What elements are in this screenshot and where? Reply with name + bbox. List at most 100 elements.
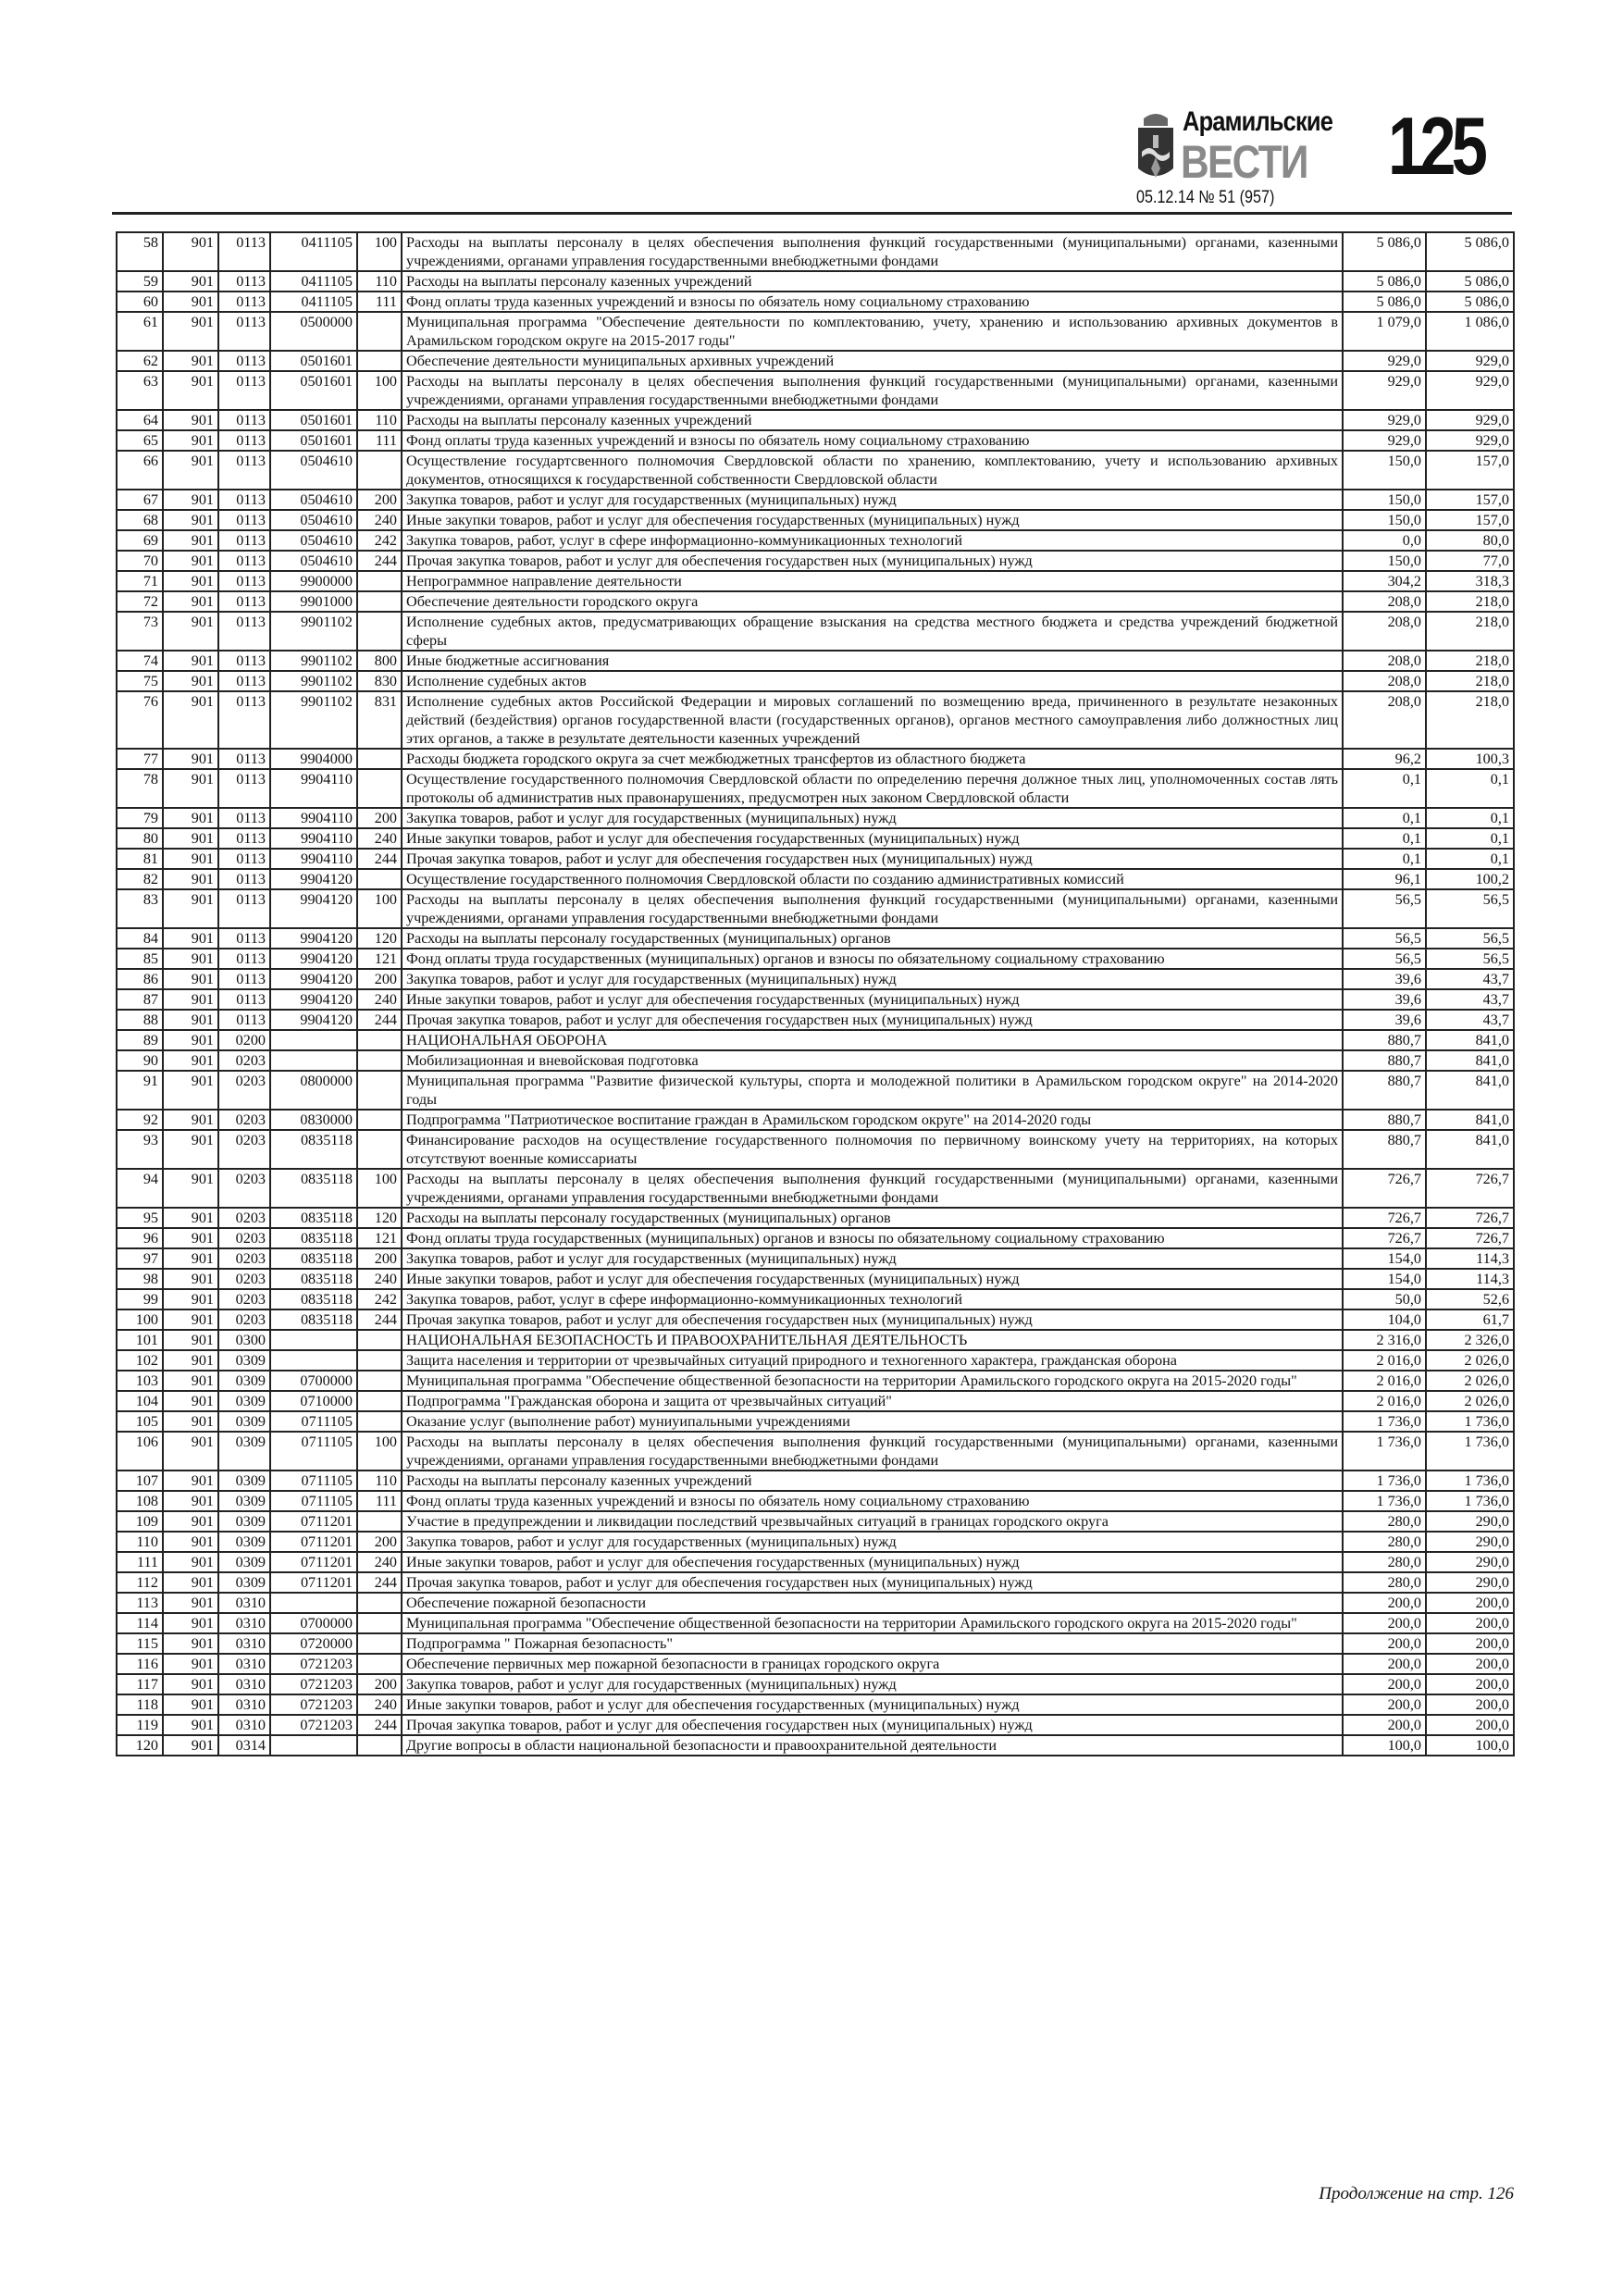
department-code: 901 <box>162 231 219 272</box>
description: Закупка товаров, работ, услуг в сфере ин… <box>401 1288 1344 1310</box>
amount-year-2: 218,0 <box>1425 670 1515 692</box>
expense-type-code: 242 <box>356 1288 403 1310</box>
amount-year-1: 1 736,0 <box>1342 1410 1427 1433</box>
description: Муниципальная программа "Развитие физиче… <box>401 1070 1344 1111</box>
table-row: 113 901 0310 Обеспечение пожарной безопасно… <box>116 1592 1515 1614</box>
row-number: 107 <box>116 1470 164 1492</box>
expense-type-code: 121 <box>356 1227 403 1249</box>
expense-type-code: 831 <box>356 690 403 750</box>
section-code: 0113 <box>217 450 271 490</box>
department-code: 901 <box>162 927 219 949</box>
amount-year-1: 726,7 <box>1342 1207 1427 1229</box>
amount-year-2: 5 086,0 <box>1425 270 1515 292</box>
amount-year-2: 841,0 <box>1425 1029 1515 1051</box>
section-code: 0113 <box>217 570 271 592</box>
department-code: 901 <box>162 1734 219 1756</box>
table-row: 120 901 0314 Другие вопросы в области нацио… <box>116 1734 1515 1756</box>
amount-year-1: 150,0 <box>1342 509 1427 531</box>
description: Иные закупки товаров, работ и услуг для … <box>401 988 1344 1011</box>
continuation-note: Продолжение на стр. 126 <box>1319 2184 1514 2203</box>
department-code: 901 <box>162 1009 219 1031</box>
section-code: 0309 <box>217 1410 271 1433</box>
target-article-code: 9901102 <box>269 670 358 692</box>
amount-year-2: 200,0 <box>1425 1714 1515 1736</box>
department-code: 901 <box>162 1490 219 1512</box>
amount-year-1: 56,5 <box>1342 927 1427 949</box>
department-code: 901 <box>162 1510 219 1533</box>
amount-year-1: 208,0 <box>1342 611 1427 652</box>
expense-type-code <box>356 450 403 490</box>
table-row: 70 901 0113 0504610 244 Прочая закупка товаро… <box>116 550 1515 572</box>
amount-year-2: 200,0 <box>1425 1632 1515 1655</box>
amount-year-2: 0,1 <box>1425 827 1515 850</box>
section-code: 0309 <box>217 1470 271 1492</box>
table-row: 82 901 0113 9904120 Осуществление государств… <box>116 868 1515 890</box>
description: Иные закупки товаров, работ и услуг для … <box>401 1694 1344 1716</box>
section-code: 0310 <box>217 1653 271 1675</box>
amount-year-2: 1 736,0 <box>1425 1490 1515 1512</box>
amount-year-1: 100,0 <box>1342 1734 1427 1756</box>
department-code: 901 <box>162 1029 219 1051</box>
amount-year-2: 114,3 <box>1425 1268 1515 1290</box>
table-row: 90 901 0203 Мобилизационная и вневойсковая … <box>116 1049 1515 1072</box>
target-article-code <box>269 1592 358 1614</box>
row-number: 91 <box>116 1070 164 1111</box>
section-code: 0203 <box>217 1049 271 1072</box>
description: Прочая закупка товаров, работ и услуг дл… <box>401 1571 1344 1594</box>
department-code: 901 <box>162 1571 219 1594</box>
target-article-code: 9904110 <box>269 848 358 870</box>
department-code: 901 <box>162 1551 219 1573</box>
expense-type-code: 110 <box>356 409 403 431</box>
target-article-code: 0501601 <box>269 350 358 372</box>
table-row: 87 901 0113 9904120 240 Иные закупки товаров,… <box>116 988 1515 1011</box>
table-row: 109 901 0309 0711201 Участие в предупреждени… <box>116 1510 1515 1533</box>
amount-year-1: 726,7 <box>1342 1227 1427 1249</box>
department-code: 901 <box>162 570 219 592</box>
section-code: 0309 <box>217 1510 271 1533</box>
row-number: 84 <box>116 927 164 949</box>
table-row: 60 901 0113 0411105 111 Фонд оплаты труда каз… <box>116 291 1515 313</box>
department-code: 901 <box>162 868 219 890</box>
row-number: 60 <box>116 291 164 313</box>
amount-year-1: 280,0 <box>1342 1551 1427 1573</box>
department-code: 901 <box>162 1653 219 1675</box>
department-code: 901 <box>162 1531 219 1553</box>
amount-year-2: 200,0 <box>1425 1592 1515 1614</box>
expense-type-code <box>356 1734 403 1756</box>
section-code: 0309 <box>217 1571 271 1594</box>
target-article-code <box>269 1349 358 1371</box>
row-number: 72 <box>116 590 164 613</box>
amount-year-1: 880,7 <box>1342 1129 1427 1170</box>
section-code: 0309 <box>217 1370 271 1392</box>
description: Исполнение судебных актов Российской Фед… <box>401 690 1344 750</box>
section-code: 0113 <box>217 370 271 411</box>
amount-year-1: 208,0 <box>1342 650 1427 672</box>
department-code: 901 <box>162 690 219 750</box>
department-code: 901 <box>162 550 219 572</box>
department-code: 901 <box>162 311 219 352</box>
target-article-code: 9904120 <box>269 888 358 929</box>
amount-year-2: 100,3 <box>1425 748 1515 770</box>
expense-type-code: 111 <box>356 1490 403 1512</box>
section-code: 0113 <box>217 650 271 672</box>
amount-year-2: 2 026,0 <box>1425 1349 1515 1371</box>
expense-type-code <box>356 1029 403 1051</box>
amount-year-1: 56,5 <box>1342 948 1427 970</box>
department-code: 901 <box>162 1227 219 1249</box>
amount-year-1: 200,0 <box>1342 1694 1427 1716</box>
expense-type-code: 240 <box>356 827 403 850</box>
expense-type-code: 200 <box>356 1247 403 1270</box>
amount-year-1: 200,0 <box>1342 1592 1427 1614</box>
target-article-code: 0711201 <box>269 1531 358 1553</box>
expense-type-code <box>356 1592 403 1614</box>
row-number: 71 <box>116 570 164 592</box>
section-code: 0113 <box>217 270 271 292</box>
target-article-code: 0835118 <box>269 1168 358 1209</box>
row-number: 79 <box>116 807 164 829</box>
section-code: 0113 <box>217 748 271 770</box>
expense-type-code <box>356 590 403 613</box>
description: Обеспечение деятельности муниципальных а… <box>401 350 1344 372</box>
amount-year-2: 2 326,0 <box>1425 1329 1515 1351</box>
table-row: 59 901 0113 0411105 110 Расходы на выплаты пе… <box>116 270 1515 292</box>
description: Исполнение судебных актов, предусматрива… <box>401 611 1344 652</box>
